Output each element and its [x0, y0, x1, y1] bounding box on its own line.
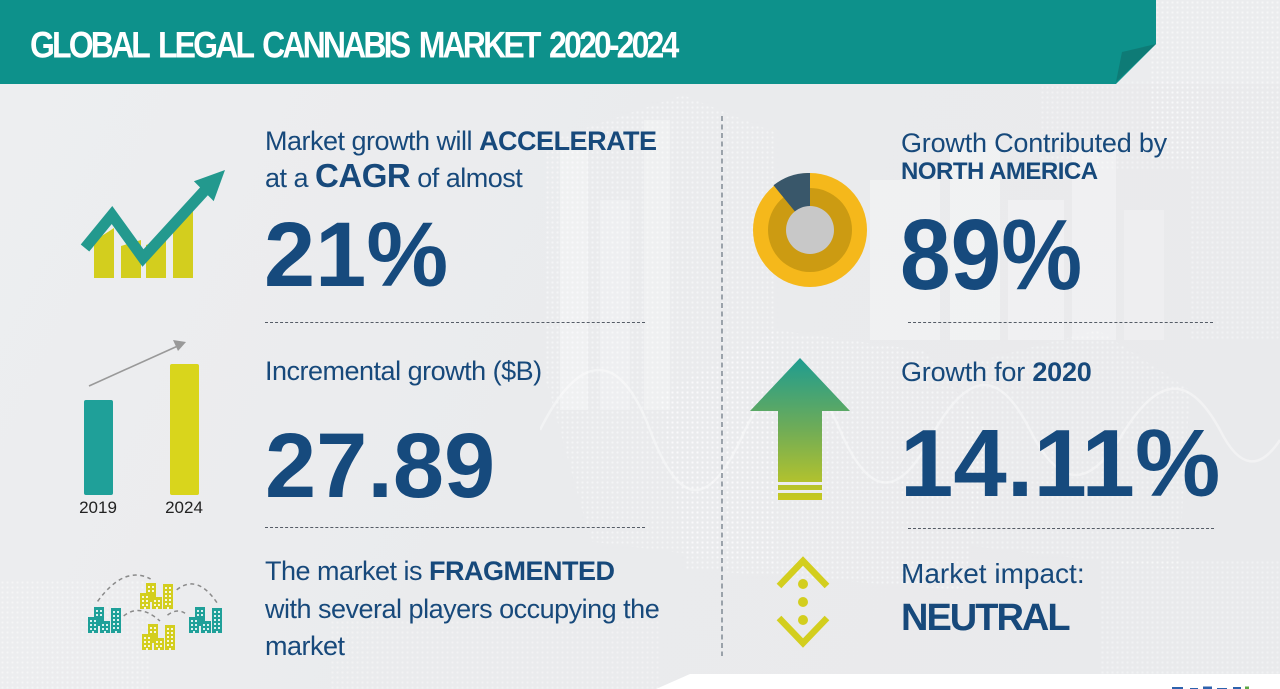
svg-text:2024: 2024 — [165, 498, 203, 517]
svg-text:2019: 2019 — [79, 498, 117, 517]
